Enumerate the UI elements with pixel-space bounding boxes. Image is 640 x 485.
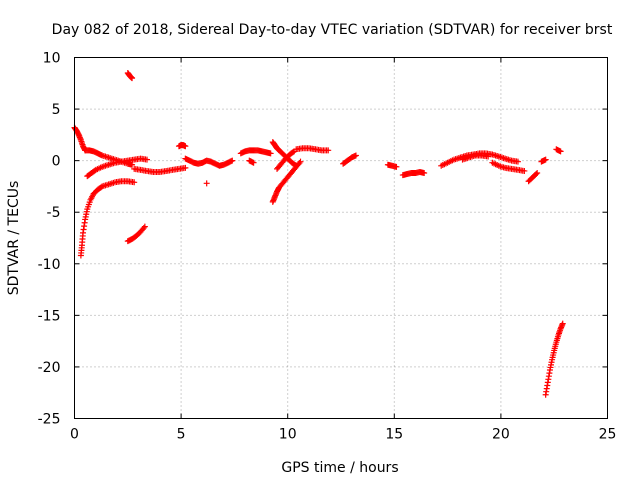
y-tick-label: -15 xyxy=(38,308,61,324)
data-point xyxy=(485,153,492,160)
series-arc25 xyxy=(553,146,564,155)
series-arc24 xyxy=(538,156,549,165)
data-point xyxy=(557,148,564,155)
y-tick-label: 5 xyxy=(52,102,61,118)
series-arc2 xyxy=(77,178,138,259)
data-point xyxy=(229,157,236,164)
x-tick-label: 5 xyxy=(177,427,186,443)
series-arc21 xyxy=(459,152,492,163)
data-point xyxy=(140,224,147,231)
y-tick-label: -5 xyxy=(47,205,61,221)
series-arc12 xyxy=(246,157,257,166)
data-point xyxy=(521,167,528,174)
data-point xyxy=(352,152,359,159)
series-arc16 xyxy=(293,145,332,154)
series-arc15 xyxy=(274,148,298,172)
series-arc10 xyxy=(203,180,210,187)
grid-lines xyxy=(74,57,608,419)
data-point xyxy=(250,159,257,166)
y-tick-label: 10 xyxy=(43,51,61,67)
series-arc13 xyxy=(269,139,300,169)
data-point xyxy=(296,159,303,166)
data-point xyxy=(267,150,274,157)
data-point xyxy=(421,170,428,177)
data-point xyxy=(131,179,138,186)
series-arc6 xyxy=(124,223,148,245)
series-arc5 xyxy=(124,69,136,82)
series-arc3 xyxy=(82,147,136,168)
series-arc9 xyxy=(182,155,236,169)
series-arc11 xyxy=(237,147,274,157)
data-point xyxy=(533,171,540,178)
x-tick-label: 20 xyxy=(492,427,510,443)
data-point xyxy=(297,158,304,165)
series-arc7 xyxy=(131,164,189,175)
series-arc26 xyxy=(542,320,566,398)
data-point xyxy=(534,170,541,177)
plot-frame xyxy=(74,57,608,419)
series-arc17 xyxy=(340,152,359,167)
data-point xyxy=(129,75,136,82)
y-tick-label: 0 xyxy=(52,154,61,170)
series-arc23 xyxy=(525,170,541,185)
data-point xyxy=(182,143,189,150)
data-point xyxy=(542,156,549,163)
data-point xyxy=(514,158,521,165)
x-axis-label: GPS time / hours xyxy=(281,460,398,476)
x-tick-label: 25 xyxy=(599,427,617,443)
data-point xyxy=(143,156,150,163)
data-point xyxy=(393,163,400,170)
data-points xyxy=(71,69,566,398)
data-point xyxy=(325,147,332,154)
series-arc18 xyxy=(384,161,400,170)
y-tick-label: -25 xyxy=(38,412,61,428)
series-arc22 xyxy=(489,159,528,174)
y-tick-label: -10 xyxy=(38,257,61,273)
x-tick-label: 0 xyxy=(70,427,79,443)
series-arc14 xyxy=(269,158,304,205)
data-point xyxy=(290,149,297,156)
x-tick-label: 15 xyxy=(385,427,403,443)
x-tick-label: 10 xyxy=(279,427,297,443)
series-arc8 xyxy=(175,142,189,150)
data-point xyxy=(203,180,210,187)
series-arc4 xyxy=(84,155,150,180)
data-point xyxy=(141,223,148,230)
data-point xyxy=(98,184,105,191)
chart-title: Day 082 of 2018, Sidereal Day-to-day VTE… xyxy=(52,22,613,38)
y-tick-label: -20 xyxy=(38,360,61,376)
data-point xyxy=(559,320,566,327)
axis-ticks: 0 5 10 15 20 25 10 5 0 -5 -10 -15 -20 -25 xyxy=(38,51,617,443)
data-point xyxy=(182,164,189,171)
series-arc19 xyxy=(399,168,428,179)
y-axis-label: SDTVAR / TECUs xyxy=(6,181,22,296)
